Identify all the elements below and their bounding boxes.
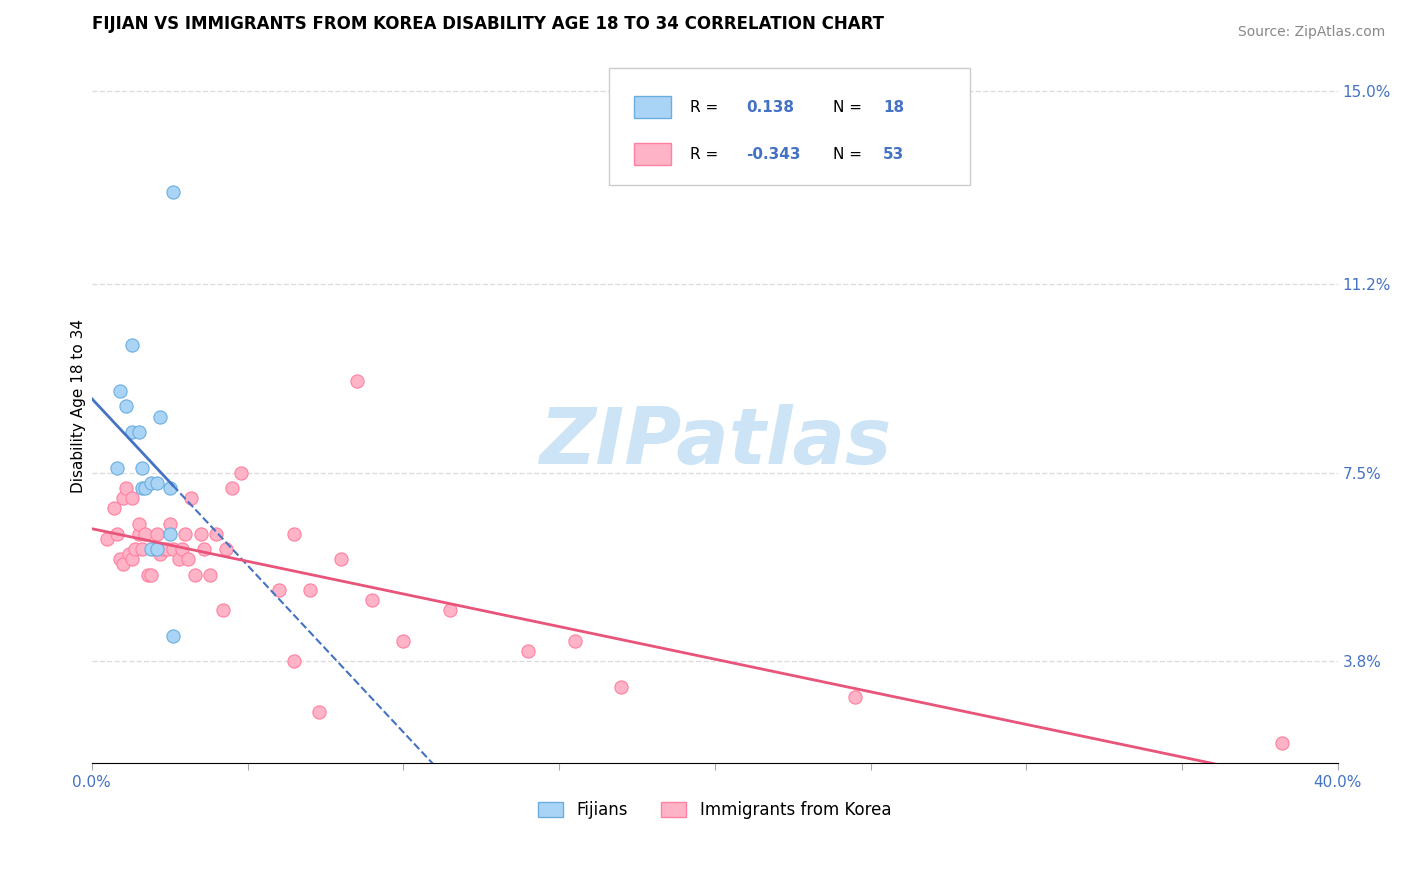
Point	[298, 582, 321, 597]
Point	[215, 542, 238, 557]
Point	[516, 644, 538, 658]
Point	[183, 567, 205, 582]
Point	[283, 526, 305, 541]
Point	[96, 532, 118, 546]
Point	[155, 542, 177, 557]
Point	[121, 552, 143, 566]
Point	[134, 526, 156, 541]
Point	[128, 516, 150, 531]
Point	[439, 603, 461, 617]
Point	[283, 654, 305, 668]
Bar	[634, 96, 671, 118]
Point	[844, 690, 866, 704]
Text: FIJIAN VS IMMIGRANTS FROM KOREA DISABILITY AGE 18 TO 34 CORRELATION CHART: FIJIAN VS IMMIGRANTS FROM KOREA DISABILI…	[91, 15, 884, 33]
Point	[139, 475, 162, 490]
Point	[139, 567, 162, 582]
Legend: Fijians, Immigrants from Korea: Fijians, Immigrants from Korea	[531, 795, 898, 826]
Point	[105, 460, 128, 475]
Point	[108, 384, 131, 399]
Point	[167, 552, 190, 566]
Point	[115, 481, 138, 495]
Point	[143, 542, 166, 557]
Point	[146, 526, 169, 541]
Point	[159, 516, 181, 531]
Point	[193, 542, 215, 557]
Point	[610, 680, 633, 694]
Point	[111, 491, 134, 506]
Point	[128, 425, 150, 439]
Point	[131, 481, 153, 495]
Point	[308, 705, 330, 719]
Point	[177, 552, 200, 566]
Text: Source: ZipAtlas.com: Source: ZipAtlas.com	[1237, 25, 1385, 39]
Point	[198, 567, 221, 582]
Point	[139, 542, 162, 557]
Point	[105, 526, 128, 541]
Text: N =: N =	[834, 146, 868, 161]
Bar	[634, 144, 671, 165]
Point	[131, 460, 153, 475]
Point	[136, 567, 159, 582]
Point	[131, 542, 153, 557]
Point	[128, 526, 150, 541]
Point	[111, 558, 134, 572]
Point	[162, 629, 184, 643]
Point	[330, 552, 353, 566]
Point	[346, 374, 368, 388]
Point	[121, 338, 143, 352]
Text: 53: 53	[883, 146, 904, 161]
Point	[118, 547, 141, 561]
Text: 18: 18	[883, 100, 904, 115]
Point	[211, 603, 233, 617]
Text: R =: R =	[690, 100, 723, 115]
Point	[134, 481, 156, 495]
Point	[172, 542, 194, 557]
Point	[162, 186, 184, 200]
Text: N =: N =	[834, 100, 868, 115]
Point	[146, 475, 169, 490]
Point	[564, 633, 586, 648]
Point	[108, 552, 131, 566]
Point	[190, 526, 212, 541]
Point	[121, 425, 143, 439]
Point	[180, 491, 202, 506]
Point	[149, 547, 172, 561]
Y-axis label: Disability Age 18 to 34: Disability Age 18 to 34	[72, 319, 86, 493]
Point	[205, 526, 228, 541]
Point	[103, 501, 125, 516]
Point	[159, 481, 181, 495]
Point	[115, 400, 138, 414]
Point	[149, 409, 172, 424]
Point	[146, 542, 169, 557]
FancyBboxPatch shape	[609, 68, 970, 186]
Point	[1271, 736, 1294, 750]
Point	[267, 582, 290, 597]
Point	[152, 542, 174, 557]
Point	[159, 526, 181, 541]
Text: 0.138: 0.138	[747, 100, 794, 115]
Point	[174, 526, 197, 541]
Point	[124, 542, 146, 557]
Point	[162, 542, 184, 557]
Text: ZIPatlas: ZIPatlas	[538, 404, 891, 480]
Point	[361, 593, 384, 607]
Point	[231, 466, 253, 480]
Point	[221, 481, 243, 495]
Point	[121, 491, 143, 506]
Point	[392, 633, 415, 648]
Text: -0.343: -0.343	[747, 146, 800, 161]
Text: R =: R =	[690, 146, 723, 161]
